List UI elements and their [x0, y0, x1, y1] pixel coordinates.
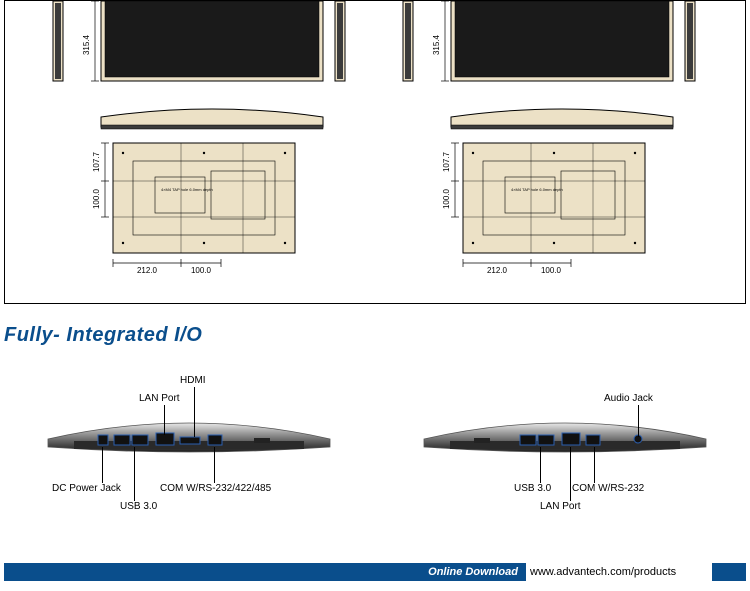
label-audio: Audio Jack [604, 393, 653, 404]
label-lan-left: LAN Port [139, 393, 180, 404]
dim-right-rear-h1: 107.7 [442, 151, 451, 172]
label-hdmi: HDMI [180, 375, 206, 386]
dim-left-rear-h1: 107.7 [92, 151, 101, 172]
left-top-view [101, 109, 323, 129]
section-title: Fully- Integrated I/O [4, 324, 750, 347]
left-front-view: 315.4 [82, 1, 323, 81]
label-com-right: COM W/RS-232 [572, 483, 644, 494]
io-left-render [44, 405, 334, 475]
svg-text:4×M4 TAP hole 6.0mm depth: 4×M4 TAP hole 6.0mm depth [511, 187, 563, 192]
footer-url: www.advantech.com/products [526, 563, 712, 581]
dimensions-diagram-frame: 315.4 [4, 0, 746, 304]
label-lan-right: LAN Port [540, 501, 581, 512]
label-dcjack: DC Power Jack [52, 483, 121, 494]
dimensions-svg: 315.4 [5, 1, 745, 303]
dim-right-rear-w1: 212.0 [487, 266, 508, 275]
dim-right-front-h: 315.4 [432, 34, 441, 55]
dim-left-rear-w1: 212.0 [137, 266, 158, 275]
dim-left-rear-w2: 100.0 [191, 266, 212, 275]
footer-bar: Online Download www.advantech.com/produc… [4, 563, 746, 581]
label-usb-right: USB 3.0 [514, 483, 551, 494]
label-usb-left: USB 3.0 [120, 501, 157, 512]
footer-label: Online Download [4, 563, 524, 581]
io-section: HDMI LAN Port DC Power Jack USB 3.0 COM … [4, 355, 746, 525]
right-group: 315.4 4×M4 TAP hole 6.0mm depth [403, 1, 695, 275]
dim-left-front-h: 315.4 [82, 34, 91, 55]
left-rear-view: 4×M4 TAP hole 6.0mm depth 212.0 100.0 10… [92, 143, 295, 275]
dim-right-rear-w2: 100.0 [541, 266, 562, 275]
label-com-left: COM W/RS-232/422/485 [160, 483, 271, 494]
svg-text:4×M4 TAP hole 6.0mm depth: 4×M4 TAP hole 6.0mm depth [161, 187, 213, 192]
dim-right-rear-h2: 100.0 [442, 188, 451, 209]
dim-left-rear-h2: 100.0 [92, 188, 101, 209]
io-right-render [420, 405, 710, 475]
